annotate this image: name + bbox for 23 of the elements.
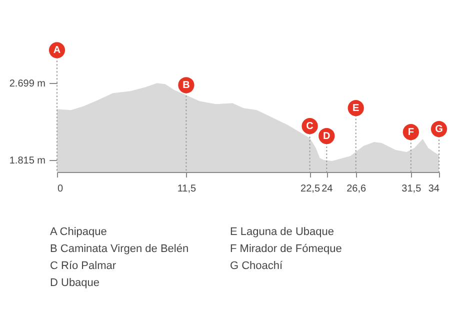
annotation: F — [408, 127, 414, 138]
x-tick-label: 0 — [58, 184, 64, 194]
annotation: G — [435, 124, 444, 136]
x-tick-label: 31,5 — [402, 184, 422, 194]
text: B Caminata Virgen de Belén — [50, 243, 190, 257]
x-tick-label: 26,6 — [346, 184, 367, 194]
annotation: C — [306, 121, 314, 132]
annotation: A — [53, 45, 61, 56]
annotation: B — [182, 80, 190, 92]
x-tick-label: 24 — [322, 184, 334, 194]
x-tick-label: 11,5 — [177, 184, 196, 194]
text: E Laguna de Ubaque — [230, 226, 335, 240]
annotation: E — [352, 103, 360, 114]
y-tick-label: 1.815 m — [9, 156, 46, 166]
y-tick-label: 2.699 m — [9, 78, 46, 90]
text: F Mirador de Fómeque — [230, 243, 343, 257]
x-tick-label: 34 — [428, 184, 440, 194]
text: C Río Palmar — [50, 260, 118, 274]
text: G Choachí — [230, 260, 284, 274]
text: D Ubaque — [50, 277, 101, 291]
annotation: D — [323, 131, 330, 142]
x-tick-label: 22,5 — [300, 184, 320, 194]
text: A Chipaque — [50, 226, 108, 240]
